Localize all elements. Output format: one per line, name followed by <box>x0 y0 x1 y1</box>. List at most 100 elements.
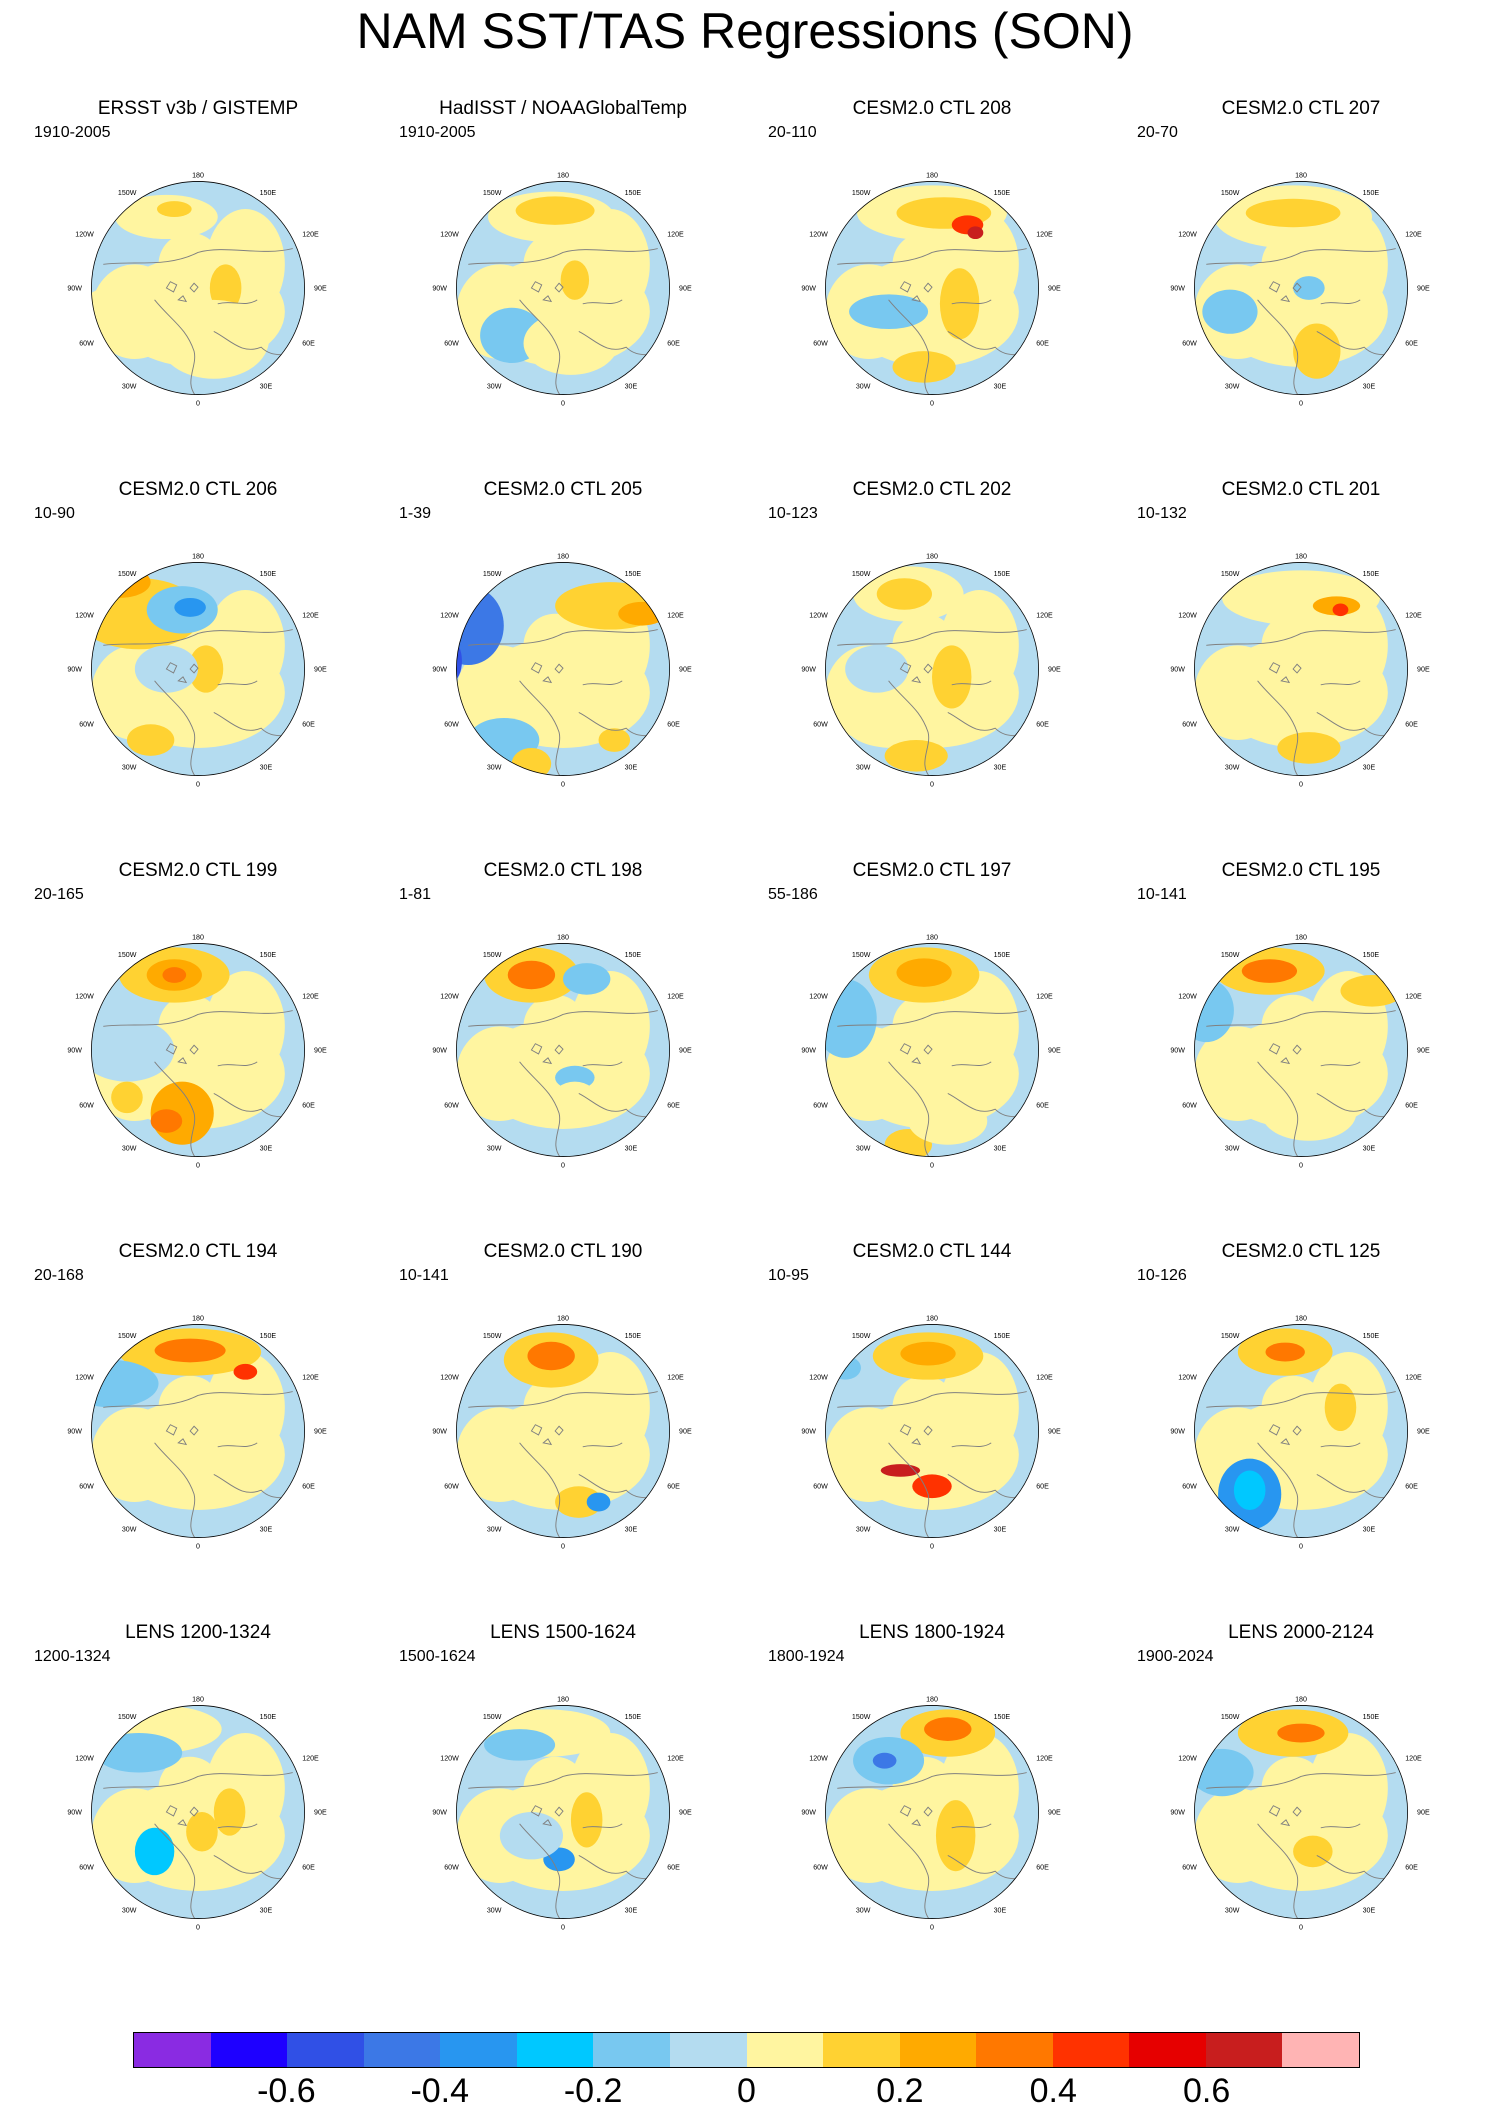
longitude-label: 120E <box>302 1755 319 1763</box>
longitude-label: 60W <box>1182 721 1197 729</box>
longitude-label: 0 <box>561 781 565 789</box>
longitude-label: 120W <box>75 1755 94 1763</box>
polar-map: 180 0 90W 90E 150W 120W 150E 120E 60W 30W 60E 30E <box>48 1662 348 1962</box>
longitude-label: 30W <box>122 1525 137 1533</box>
longitude-label: 60E <box>667 340 680 348</box>
panel-period: 10-95 <box>768 1267 809 1284</box>
longitude-label: 0 <box>1299 1162 1303 1170</box>
longitude-label: 90E <box>679 284 692 292</box>
longitude-label: 150E <box>994 570 1011 578</box>
longitude-label: 180 <box>557 1695 569 1703</box>
panel-period: 20-165 <box>34 886 84 903</box>
panel-period: 1-39 <box>399 505 432 522</box>
longitude-label: 30W <box>487 1144 502 1152</box>
longitude-label: 60E <box>1405 721 1418 729</box>
colorbar-tick-label: -0.4 <box>410 2072 470 2110</box>
longitude-label: 60E <box>302 721 315 729</box>
longitude-label: 150E <box>260 951 277 959</box>
longitude-label: 90E <box>314 1046 327 1054</box>
longitude-label: 30W <box>122 382 137 390</box>
longitude-label: 120E <box>667 993 684 1001</box>
map-panel: ERSST v3b / GISTEMP 1910-2005 180 0 90W 90E 15… <box>28 98 368 468</box>
polar-map: 180 0 90W 90E 150W 120W 150E 120E 60W 30W 60E 30E <box>48 900 348 1200</box>
longitude-label: 90W <box>67 1046 82 1054</box>
longitude-label: 60W <box>79 721 94 729</box>
longitude-label: 150W <box>118 570 137 578</box>
longitude-label: 90W <box>801 1808 816 1816</box>
map-panel: LENS 1500-1624 1500-1624 180 0 90W 90E 150W 120… <box>393 1622 733 1992</box>
longitude-label: 90W <box>1170 1808 1185 1816</box>
longitude-label: 150E <box>260 189 277 197</box>
panel-title: CESM2.0 CTL 144 <box>852 1241 1012 1262</box>
longitude-label: 30E <box>260 763 273 771</box>
panel-period: 20-110 <box>768 124 817 141</box>
longitude-label: 30W <box>1225 1525 1240 1533</box>
longitude-label: 90E <box>314 665 327 673</box>
map-panel: CESM2.0 CTL 125 10-126 180 0 90W 90E 150W 120W 1… <box>1131 1241 1471 1611</box>
longitude-label: 60W <box>444 1864 459 1872</box>
longitude-label: 120W <box>440 231 459 239</box>
map-panel: CESM2.0 CTL 195 10-141 180 0 90W 90E 150W 120W 1… <box>1131 860 1471 1230</box>
panel-period: 10-126 <box>1137 1267 1187 1284</box>
longitude-label: 120W <box>809 993 828 1001</box>
panel-title: CESM2.0 CTL 199 <box>118 860 278 881</box>
longitude-label: 30E <box>625 1525 638 1533</box>
panel-title: CESM2.0 CTL 190 <box>483 1241 643 1262</box>
longitude-label: 180 <box>1295 933 1307 941</box>
longitude-label: 180 <box>192 1695 204 1703</box>
longitude-label: 90E <box>679 665 692 673</box>
longitude-label: 150W <box>852 951 871 959</box>
longitude-label: 150E <box>625 189 642 197</box>
longitude-label: 120W <box>440 1374 459 1382</box>
polar-map: 180 0 90W 90E 150W 120W 150E 120E 60W 30W 60E 30E <box>413 1662 713 1962</box>
longitude-label: 150E <box>260 1332 277 1340</box>
longitude-label: 0 <box>1299 400 1303 408</box>
longitude-label: 120E <box>667 231 684 239</box>
colorbar-box <box>134 2033 211 2067</box>
longitude-label: 150E <box>625 570 642 578</box>
map-panel: CESM2.0 CTL 194 20-168 180 0 90W 90E 150W 120W 1… <box>28 1241 368 1611</box>
longitude-label: 30E <box>1363 1525 1376 1533</box>
panel-title: CESM2.0 CTL 198 <box>483 860 643 881</box>
longitude-label: 90E <box>679 1427 692 1435</box>
longitude-label: 90W <box>432 1046 447 1054</box>
longitude-label: 120E <box>302 1374 319 1382</box>
colorbar-box <box>593 2033 670 2067</box>
longitude-label: 0 <box>1299 781 1303 789</box>
longitude-label: 120W <box>440 612 459 620</box>
longitude-label: 60W <box>1182 340 1197 348</box>
longitude-label: 180 <box>926 933 938 941</box>
longitude-label: 180 <box>192 1314 204 1322</box>
panel-title: CESM2.0 CTL 125 <box>1221 1241 1381 1262</box>
map-panel: CESM2.0 CTL 205 1-39 180 0 90W 90E 150W 120W 150… <box>393 479 733 849</box>
longitude-label: 90E <box>1048 665 1061 673</box>
longitude-label: 180 <box>192 552 204 560</box>
longitude-label: 60W <box>813 1483 828 1491</box>
longitude-label: 120W <box>1178 993 1197 1001</box>
polar-map: 180 0 90W 90E 150W 120W 150E 120E 60W 30W 60E 30E <box>48 519 348 819</box>
longitude-label: 60W <box>444 721 459 729</box>
longitude-label: 60W <box>1182 1864 1197 1872</box>
longitude-label: 30W <box>856 1525 871 1533</box>
map-panel: CESM2.0 CTL 190 10-141 180 0 90W 90E 150W 120W 1… <box>393 1241 733 1611</box>
longitude-label: 150W <box>1221 1332 1240 1340</box>
longitude-label: 180 <box>557 552 569 560</box>
polar-map: 180 0 90W 90E 150W 120W 150E 120E 60W 30W 60E 30E <box>1151 900 1451 1200</box>
longitude-label: 30W <box>1225 1906 1240 1914</box>
longitude-label: 90E <box>314 284 327 292</box>
polar-map: 180 0 90W 90E 150W 120W 150E 120E 60W 30W 60E 30E <box>1151 519 1451 819</box>
panel-title: ERSST v3b / GISTEMP <box>97 98 299 119</box>
longitude-label: 0 <box>1299 1543 1303 1551</box>
longitude-label: 150W <box>483 951 502 959</box>
longitude-label: 0 <box>196 400 200 408</box>
longitude-label: 150E <box>625 951 642 959</box>
panel-title: LENS 1200-1324 <box>125 1622 271 1643</box>
longitude-label: 120E <box>1036 1755 1053 1763</box>
longitude-label: 90W <box>67 665 82 673</box>
polar-map: 180 0 90W 90E 150W 120W 150E 120E 60W 30W 60E 30E <box>413 519 713 819</box>
longitude-label: 120W <box>809 612 828 620</box>
polar-map: 180 0 90W 90E 150W 120W 150E 120E 60W 30W 60E 30E <box>413 138 713 438</box>
longitude-label: 120E <box>1036 1374 1053 1382</box>
longitude-label: 0 <box>196 1543 200 1551</box>
panel-period: 1-81 <box>399 886 432 903</box>
